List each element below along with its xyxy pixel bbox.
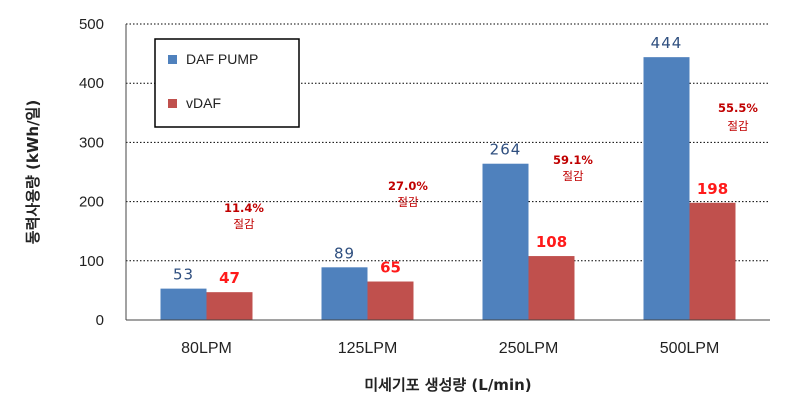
data-label: 108 bbox=[536, 233, 567, 251]
bar-vdaf bbox=[528, 256, 575, 320]
annotation-text: 절감 bbox=[562, 169, 584, 183]
data-label: 47 bbox=[219, 269, 240, 287]
x-tick-label: 125LPM bbox=[338, 340, 398, 357]
y-tick-label: 300 bbox=[79, 134, 104, 151]
bar-vdaf bbox=[689, 202, 736, 320]
x-axis-title: 미세기포 생성량 (L/min) bbox=[364, 376, 531, 394]
x-tick-label: 500LPM bbox=[660, 340, 720, 357]
bar-daf-pump bbox=[160, 288, 207, 320]
legend-label-daf-pump: DAF PUMP bbox=[186, 51, 258, 67]
annotation-text: 절감 bbox=[233, 217, 255, 231]
y-axis-title: 동력사용량 (kWh/일) bbox=[24, 100, 42, 244]
bars bbox=[160, 57, 736, 320]
bar-daf-pump bbox=[482, 163, 529, 320]
data-labels: 53 47 89 65 264 108 444 198 bbox=[173, 34, 728, 287]
y-tick-label: 0 bbox=[96, 312, 104, 329]
annotation-text: 절감 bbox=[397, 195, 419, 209]
y-tick-label: 200 bbox=[79, 194, 104, 211]
bar-vdaf bbox=[367, 281, 414, 320]
bar-vdaf bbox=[206, 292, 253, 320]
data-label: 65 bbox=[380, 259, 401, 277]
axes bbox=[125, 24, 770, 321]
annotations: 11.4% 절감 27.0% 절감 59.1% 절감 55.5% 절감 bbox=[224, 101, 758, 231]
y-tick-label: 500 bbox=[79, 16, 104, 33]
data-label: 264 bbox=[490, 141, 522, 159]
bar-daf-pump bbox=[321, 267, 368, 320]
data-label: 444 bbox=[651, 34, 683, 52]
annotation-percent: 55.5% bbox=[718, 101, 758, 115]
legend-swatch-daf-pump bbox=[168, 55, 177, 64]
y-tick-labels: 0 100 200 300 400 500 bbox=[79, 16, 104, 329]
annotation-percent: 11.4% bbox=[224, 201, 264, 215]
legend-label-vdaf: vDAF bbox=[186, 95, 221, 111]
x-tick-label: 80LPM bbox=[181, 340, 232, 357]
legend: DAF PUMP vDAF bbox=[154, 38, 300, 128]
annotation-percent: 59.1% bbox=[553, 153, 593, 167]
annotation-text: 절감 bbox=[727, 119, 749, 133]
y-tick-label: 400 bbox=[79, 75, 104, 92]
legend-swatch-vdaf bbox=[168, 99, 177, 108]
data-label: 89 bbox=[334, 244, 355, 262]
bar-daf-pump bbox=[643, 57, 690, 320]
annotation-percent: 27.0% bbox=[388, 179, 428, 193]
data-label: 198 bbox=[697, 180, 728, 198]
x-tick-label: 250LPM bbox=[499, 340, 559, 357]
y-tick-label: 100 bbox=[79, 253, 104, 270]
legend-box bbox=[154, 38, 300, 128]
x-tick-labels: 80LPM 125LPM 250LPM 500LPM bbox=[181, 340, 719, 357]
data-label: 53 bbox=[173, 266, 194, 284]
